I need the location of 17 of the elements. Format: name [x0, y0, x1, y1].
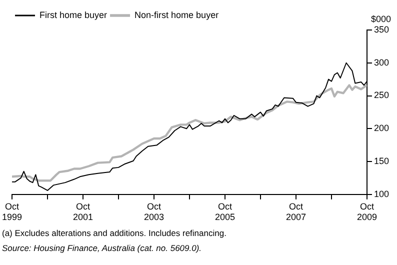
x-tick-label: Oct 2005: [214, 201, 236, 222]
legend-label: First home buyer: [40, 10, 108, 20]
y-tick-label: 100: [374, 188, 390, 199]
x-tick-label: Oct 2001: [72, 201, 94, 222]
x-tick-label: Oct 2003: [144, 201, 164, 222]
x-tick-label: Oct 2009: [356, 201, 377, 222]
y-axis-title: $000: [370, 14, 391, 24]
y-tick-label: 300: [374, 57, 390, 68]
legend-label: Non-first home buyer: [134, 10, 219, 20]
y-tick-label: 250: [374, 90, 390, 100]
y-tick-label: 350: [374, 24, 390, 34]
text: (a) Excludes alterations and additions. Includes refinancing.: [2, 227, 226, 240]
x-tick-label: Oct 1999: [2, 201, 22, 222]
source-note: Source: Housing Finance, Australia (cat. no. 5609.0).: [2, 242, 203, 255]
y-tick-label: 200: [374, 123, 390, 134]
y-tick-label: 150: [374, 156, 390, 166]
x-tick-label: Oct 2007: [286, 201, 306, 222]
